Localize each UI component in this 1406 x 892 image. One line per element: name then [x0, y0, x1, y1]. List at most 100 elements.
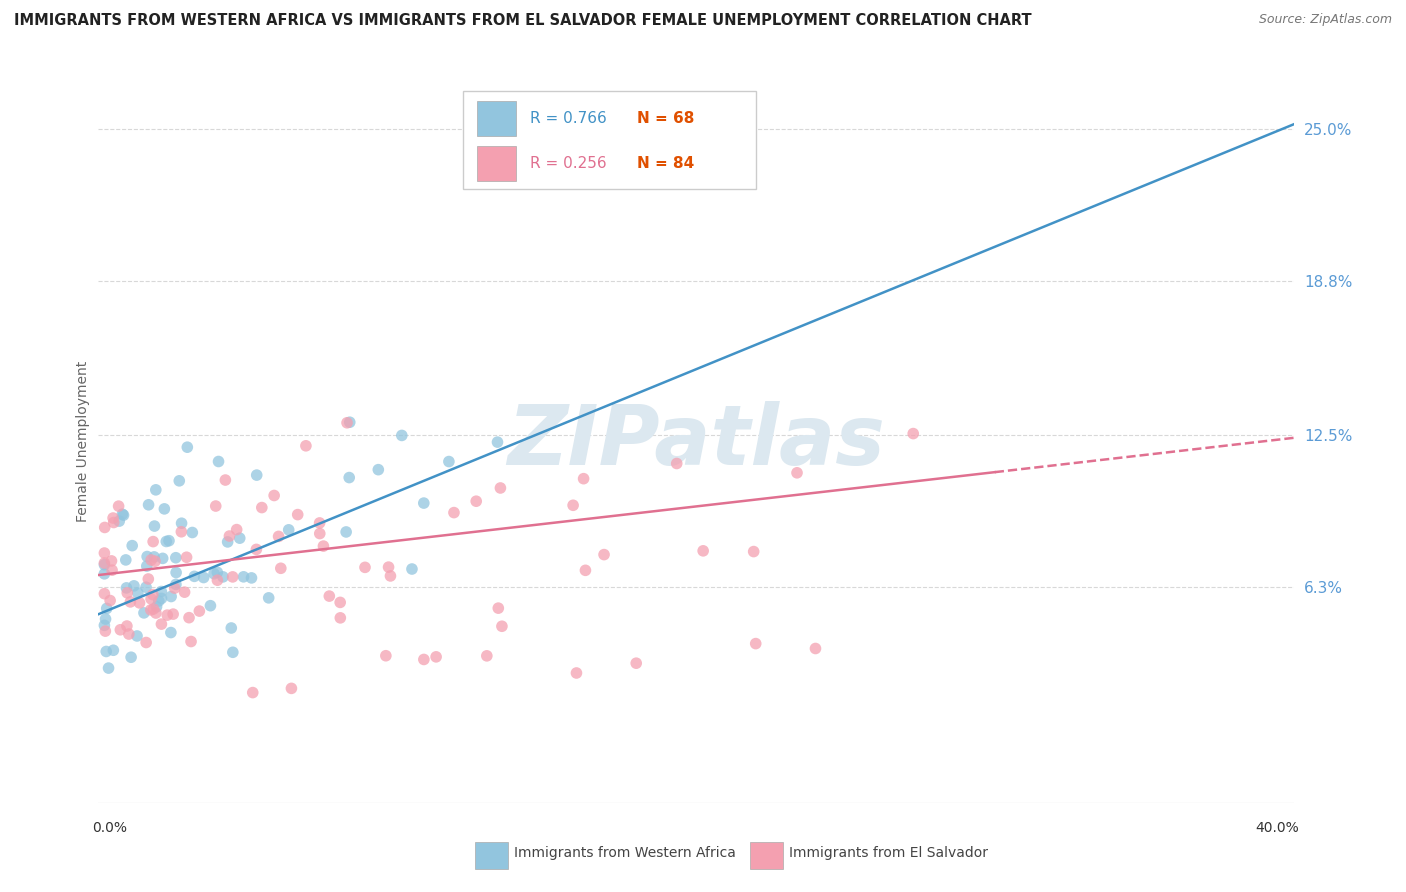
Text: Immigrants from El Salvador: Immigrants from El Salvador: [789, 847, 988, 861]
Point: [165, 577, 187, 591]
Point: [246, 468, 269, 483]
Point: [222, 645, 245, 659]
Point: [212, 570, 235, 584]
Point: [207, 573, 229, 587]
Point: [143, 519, 166, 533]
Point: [136, 549, 159, 564]
Point: [169, 474, 191, 488]
Point: [145, 483, 167, 497]
Point: [240, 571, 263, 585]
Point: [329, 611, 352, 625]
Point: [443, 506, 465, 520]
Point: [127, 586, 149, 600]
Point: [181, 525, 204, 540]
Point: [153, 501, 176, 516]
Point: [280, 681, 302, 696]
Point: [329, 595, 352, 609]
Point: [242, 685, 264, 699]
Point: [177, 610, 200, 624]
Point: [489, 481, 512, 495]
Point: [173, 585, 195, 599]
FancyBboxPatch shape: [463, 91, 756, 189]
Point: [263, 488, 285, 502]
Point: [188, 604, 211, 618]
Point: [139, 603, 162, 617]
Point: [150, 617, 173, 632]
Point: [121, 539, 143, 553]
Point: [101, 511, 124, 525]
Point: [100, 554, 122, 568]
Text: 0.0%: 0.0%: [93, 821, 128, 835]
Point: [308, 526, 330, 541]
Point: [232, 570, 254, 584]
Point: [94, 612, 117, 626]
Point: [354, 560, 377, 574]
Point: [152, 551, 174, 566]
Point: [98, 593, 121, 607]
Point: [374, 648, 396, 663]
Point: [108, 514, 131, 528]
Point: [257, 591, 280, 605]
Point: [114, 553, 136, 567]
Point: [465, 494, 488, 508]
Point: [250, 500, 273, 515]
Point: [180, 634, 202, 648]
Point: [135, 559, 157, 574]
Point: [193, 570, 215, 584]
Point: [225, 523, 247, 537]
Point: [562, 498, 585, 512]
Point: [117, 586, 139, 600]
Point: [155, 534, 177, 549]
Point: [145, 606, 167, 620]
Point: [491, 619, 513, 633]
Point: [335, 524, 357, 539]
Point: [219, 621, 242, 635]
Point: [692, 544, 714, 558]
Point: [202, 566, 225, 581]
Bar: [477, 101, 516, 136]
Point: [125, 629, 148, 643]
Point: [903, 426, 925, 441]
Point: [142, 534, 165, 549]
Point: [138, 498, 160, 512]
Point: [742, 544, 765, 558]
Point: [486, 601, 509, 615]
Point: [221, 570, 243, 584]
Point: [165, 550, 187, 565]
Point: [486, 435, 509, 450]
Point: [574, 563, 596, 577]
Point: [277, 523, 299, 537]
Bar: [475, 842, 509, 870]
Point: [475, 648, 498, 663]
Point: [120, 595, 142, 609]
Point: [176, 440, 198, 454]
Point: [143, 554, 166, 568]
Point: [204, 499, 226, 513]
Point: [122, 579, 145, 593]
Point: [139, 553, 162, 567]
Point: [156, 608, 179, 623]
Bar: [749, 842, 783, 870]
Point: [145, 599, 167, 614]
Text: R = 0.256: R = 0.256: [530, 156, 621, 171]
Point: [115, 581, 138, 595]
Point: [437, 454, 460, 468]
Point: [93, 618, 115, 632]
Point: [135, 635, 157, 649]
Point: [103, 643, 125, 657]
Point: [565, 665, 588, 680]
Point: [267, 529, 290, 543]
Point: [120, 650, 142, 665]
Point: [572, 472, 595, 486]
Point: [312, 539, 335, 553]
Point: [162, 607, 184, 621]
Point: [804, 641, 827, 656]
Point: [135, 580, 157, 594]
Point: [318, 589, 340, 603]
Point: [308, 516, 330, 530]
Point: [786, 466, 808, 480]
Point: [112, 508, 135, 523]
Bar: [477, 146, 516, 181]
Point: [176, 550, 198, 565]
Text: N = 68: N = 68: [637, 112, 695, 126]
